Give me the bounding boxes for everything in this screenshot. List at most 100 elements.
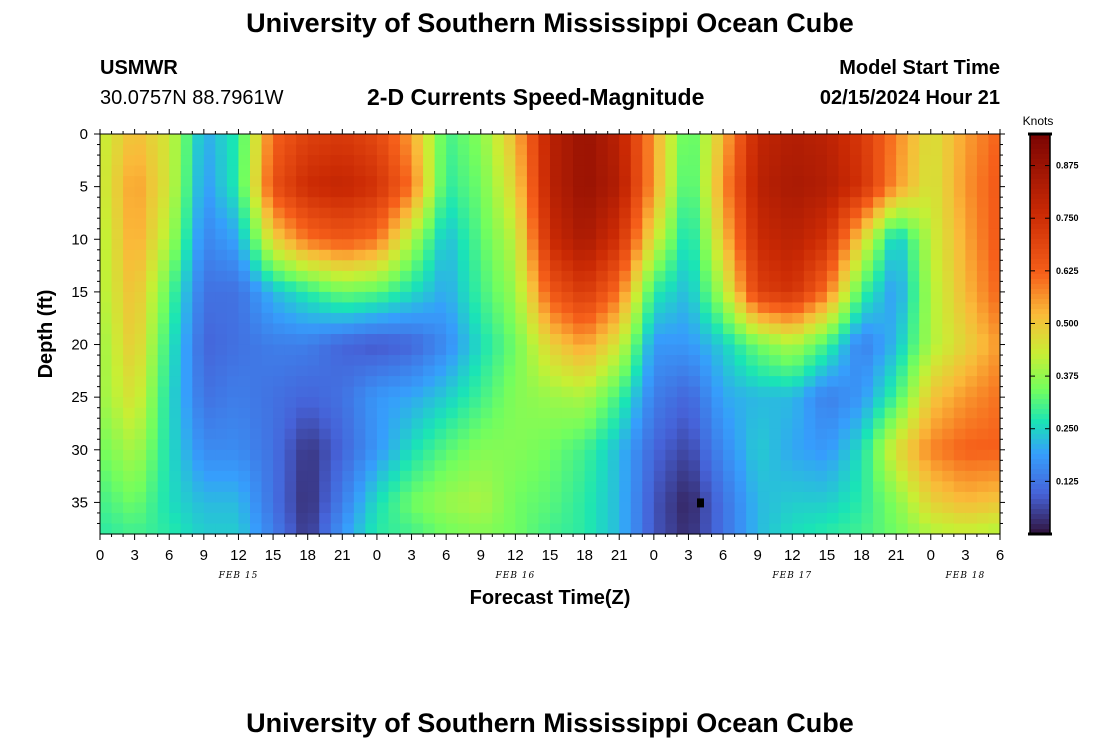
heatmap-cell bbox=[688, 512, 701, 525]
heatmap-cell bbox=[550, 323, 563, 335]
heatmap-cell bbox=[238, 302, 251, 314]
heatmap-cell bbox=[365, 239, 378, 251]
heatmap-cell bbox=[653, 418, 666, 430]
heatmap-cell bbox=[503, 418, 516, 430]
heatmap-cell bbox=[434, 386, 447, 398]
heatmap-cell bbox=[365, 186, 378, 198]
heatmap-cell bbox=[423, 134, 436, 146]
colorbar-segment bbox=[1030, 174, 1050, 180]
heatmap-cell bbox=[480, 449, 493, 461]
heatmap-cell bbox=[676, 165, 690, 177]
heatmap-cell bbox=[757, 291, 770, 304]
heatmap-cell bbox=[226, 323, 240, 335]
heatmap-cell bbox=[734, 502, 747, 514]
heatmap-cell bbox=[226, 502, 240, 514]
heatmap-cell bbox=[596, 386, 609, 398]
heatmap-cell bbox=[596, 439, 609, 451]
heatmap-cell bbox=[988, 323, 1001, 335]
heatmap-cell bbox=[653, 218, 666, 230]
heatmap-cell bbox=[769, 207, 782, 219]
heatmap-cell bbox=[296, 334, 309, 346]
heatmap-cell bbox=[815, 386, 828, 398]
heatmap-cell bbox=[734, 218, 747, 230]
heatmap-cell bbox=[815, 312, 828, 325]
heatmap-cell bbox=[526, 344, 540, 356]
heatmap-cell bbox=[376, 460, 390, 472]
heatmap-cell bbox=[907, 144, 920, 156]
heatmap-cell bbox=[146, 218, 159, 230]
heatmap-cell bbox=[457, 291, 470, 304]
heatmap-cell bbox=[676, 197, 690, 209]
heatmap-cell bbox=[665, 502, 678, 514]
heatmap-cell bbox=[850, 355, 863, 367]
heatmap-cell bbox=[965, 291, 978, 304]
heatmap-cell bbox=[988, 439, 1001, 451]
heatmap-cell bbox=[630, 218, 643, 230]
heatmap-cell bbox=[169, 407, 182, 419]
heatmap-cell bbox=[734, 165, 747, 177]
heatmap-cell bbox=[169, 270, 182, 282]
heatmap-cell bbox=[492, 281, 505, 293]
heatmap-cell bbox=[965, 344, 978, 356]
heatmap-cell bbox=[769, 134, 782, 146]
heatmap-cell bbox=[353, 134, 366, 146]
heatmap-cell bbox=[861, 502, 874, 514]
heatmap-cell bbox=[976, 407, 990, 419]
heatmap-cell bbox=[538, 407, 551, 419]
heatmap-cell bbox=[734, 323, 747, 335]
heatmap-cell bbox=[400, 207, 413, 219]
heatmap-cell bbox=[988, 386, 1001, 398]
heatmap-cell bbox=[734, 291, 747, 304]
heatmap-cell bbox=[423, 176, 436, 188]
heatmap-cell bbox=[815, 249, 828, 261]
heatmap-cell bbox=[642, 186, 655, 198]
heatmap-cell bbox=[434, 144, 447, 156]
heatmap-cell bbox=[619, 176, 632, 188]
heatmap-cell bbox=[388, 334, 401, 346]
heatmap-cell bbox=[838, 312, 851, 325]
heatmap-cell bbox=[630, 512, 643, 525]
heatmap-cell bbox=[711, 397, 724, 409]
heatmap-cell bbox=[965, 302, 978, 314]
heatmap-cell bbox=[100, 376, 113, 388]
heatmap-cell bbox=[480, 470, 493, 482]
heatmap-cell bbox=[550, 260, 563, 272]
heatmap-cell bbox=[342, 323, 355, 335]
heatmap-cell bbox=[538, 228, 551, 240]
colorbar-segment bbox=[1030, 179, 1050, 185]
heatmap-cell bbox=[884, 502, 897, 514]
heatmap-cell bbox=[342, 134, 355, 146]
heatmap-cell bbox=[792, 512, 805, 525]
heatmap-cell bbox=[503, 218, 516, 230]
heatmap-cell bbox=[273, 239, 286, 251]
heatmap-cell bbox=[896, 481, 909, 493]
heatmap-cell bbox=[723, 460, 736, 472]
heatmap-cell bbox=[457, 302, 470, 314]
heatmap-cell bbox=[619, 207, 632, 219]
heatmap-cell bbox=[423, 334, 436, 346]
heatmap-cell bbox=[919, 249, 932, 261]
heatmap-cell bbox=[423, 249, 436, 261]
heatmap-cell bbox=[792, 197, 805, 209]
heatmap-cell bbox=[307, 197, 320, 209]
heatmap-cell bbox=[688, 239, 701, 251]
heatmap-cell bbox=[376, 344, 390, 356]
heatmap-cell bbox=[642, 239, 655, 251]
heatmap-cell bbox=[446, 239, 459, 251]
heatmap-cell bbox=[642, 323, 655, 335]
heatmap-cell bbox=[711, 428, 724, 440]
heatmap-cell bbox=[861, 460, 874, 472]
heatmap-cell bbox=[446, 449, 459, 461]
heatmap-cell bbox=[238, 260, 251, 272]
heatmap-cell bbox=[665, 155, 678, 167]
heatmap-cell bbox=[353, 302, 366, 314]
heatmap-cell bbox=[284, 428, 297, 440]
heatmap-cell bbox=[688, 312, 701, 325]
heatmap-cell bbox=[457, 270, 470, 282]
heatmap-cell bbox=[723, 197, 736, 209]
heatmap-cell bbox=[238, 449, 251, 461]
heatmap-cell bbox=[561, 334, 574, 346]
heatmap-cell bbox=[930, 502, 943, 514]
heatmap-cell bbox=[642, 397, 655, 409]
heatmap-cell bbox=[284, 512, 297, 525]
